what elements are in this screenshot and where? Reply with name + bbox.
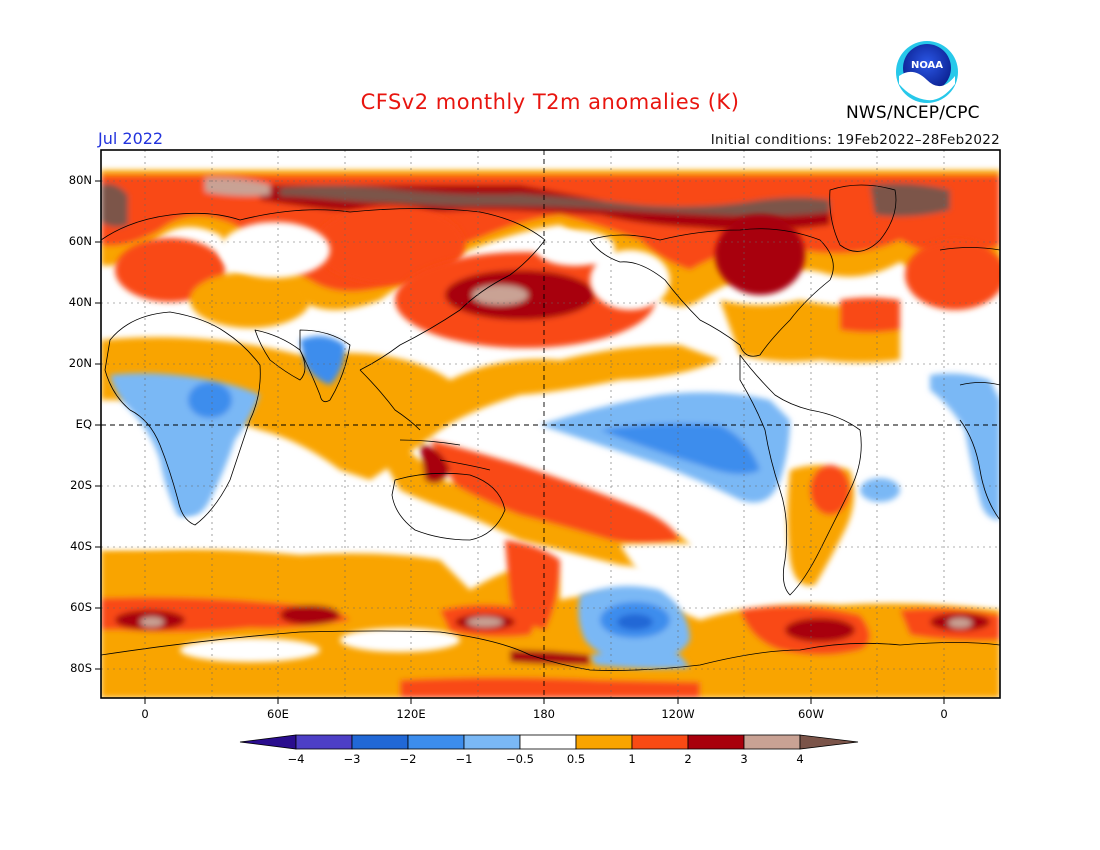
tropical-warm: [101, 297, 900, 567]
lon-label: 120E: [396, 707, 426, 721]
neutral-areas: [220, 222, 670, 310]
map-frame: [100, 149, 1001, 699]
lon-label: 60W: [797, 707, 824, 721]
eurasia-warm: [115, 205, 1000, 328]
colorbar-bin: [519, 734, 577, 750]
lon-label: 0: [141, 707, 149, 721]
colorbar-label: 2: [684, 752, 692, 766]
lat-label: 60N: [68, 234, 92, 248]
colorbar-lower-arrow: [239, 734, 297, 750]
lon-label: 60E: [267, 707, 289, 721]
lat-label: 20N: [68, 356, 92, 370]
southern-warm-ring: [101, 540, 1000, 698]
lon-label: 0: [940, 707, 948, 721]
colorbar-bin: [743, 734, 801, 750]
colorbar-bin: [687, 734, 745, 750]
lon-label: 120W: [661, 707, 695, 721]
colorbar-label: 0.5: [566, 752, 586, 766]
colorbar-bin: [351, 734, 409, 750]
colorbar-label: −2: [399, 752, 417, 766]
chart-title: CFSv2 monthly T2m anomalies (K): [360, 90, 740, 114]
south-pacific-cool: [578, 586, 690, 669]
lat-label: 80S: [70, 661, 92, 675]
lon-label: 180: [533, 707, 555, 721]
equator-dateline: [101, 150, 1000, 698]
gridlines: [101, 150, 1000, 698]
colorbar-bin: [295, 734, 353, 750]
coastlines: [101, 184, 1000, 671]
agency-label: NWS/NCEP/CPC: [846, 103, 980, 123]
equatorial-pacific-cool: [540, 392, 900, 503]
lat-label: 20S: [70, 478, 92, 492]
lat-label: 60S: [70, 600, 92, 614]
lat-label: EQ: [75, 417, 92, 431]
colorbar-label: 4: [796, 752, 804, 766]
ticks: [95, 180, 945, 704]
colorbar-bin: [463, 734, 521, 750]
colorbar-label: −0.5: [506, 752, 534, 766]
colorbar-bin: [407, 734, 465, 750]
colorbar-upper-arrow: [799, 734, 859, 750]
lat-label: 40N: [68, 295, 92, 309]
colorbar-label: −3: [343, 752, 361, 766]
colorbar-bin: [631, 734, 689, 750]
south-america-warm: [787, 465, 854, 586]
lat-label: 40S: [70, 539, 92, 553]
north-pacific-warm: [395, 252, 655, 348]
anomaly-field: [101, 150, 1000, 698]
colorbar: [239, 734, 859, 750]
logo-text: NOAA: [911, 60, 943, 71]
colorbar-label: 1: [628, 752, 636, 766]
noaa-logo: NOAA: [896, 41, 958, 103]
forecast-month: Jul 2022: [98, 129, 164, 148]
colorbar-bin: [575, 734, 633, 750]
initial-conditions: Initial conditions: 19Feb2022–28Feb2022: [710, 132, 1000, 148]
colorbar-label: −4: [287, 752, 305, 766]
colorbar-label: −1: [455, 752, 473, 766]
lat-label: 80N: [68, 173, 92, 187]
southern-neutral: [101, 517, 780, 662]
colorbar-label: 3: [740, 752, 748, 766]
